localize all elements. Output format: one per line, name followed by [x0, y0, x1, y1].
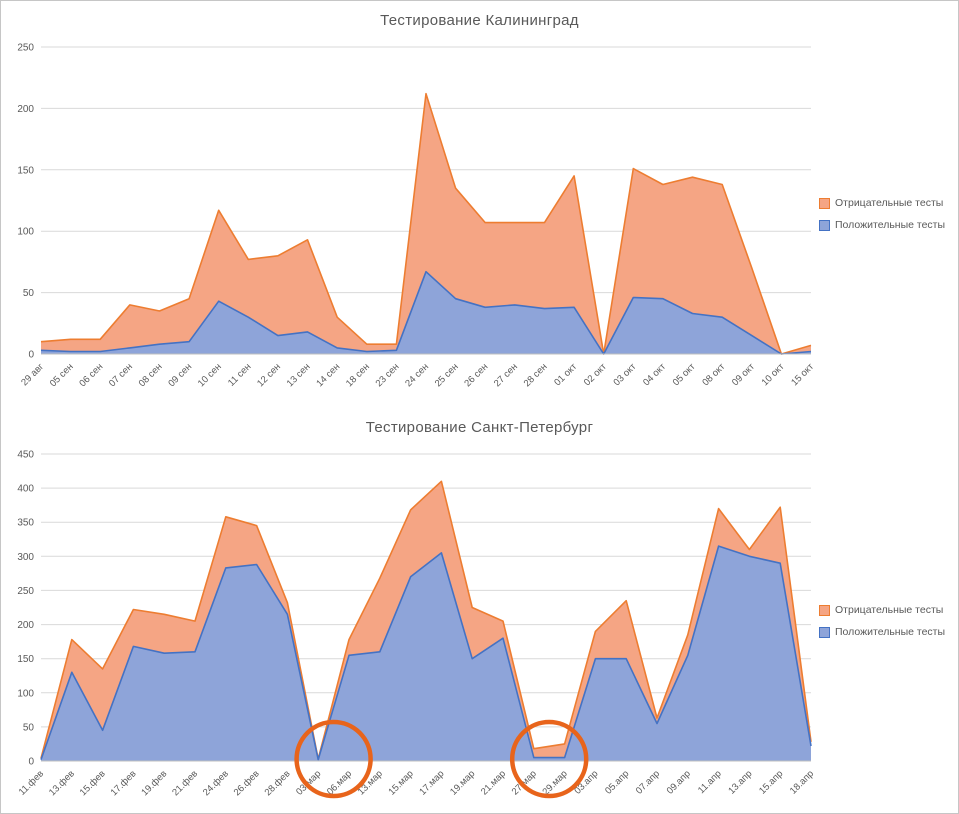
x-tick-label: 12 сен — [255, 361, 283, 389]
y-tick-label: 0 — [28, 757, 34, 768]
legend-label-positive-tests: Положительные тесты — [835, 219, 946, 231]
x-tick-label: 10 сен — [196, 361, 224, 389]
y-tick-label: 350 — [17, 518, 34, 529]
y-tick-label: 100 — [17, 688, 34, 699]
negative-tests-area-edge — [40, 92, 812, 355]
annotation-circle — [509, 719, 589, 799]
x-tick-label: 18 сен — [344, 361, 372, 389]
chart-title-kaliningrad: Тестирование Калининград — [380, 12, 579, 29]
x-tick-label: 05 окт — [671, 361, 698, 388]
x-tick-label: 23 сен — [374, 361, 402, 389]
y-tick-label: 200 — [17, 104, 34, 115]
positive-series-swatch-icon — [819, 626, 830, 638]
x-tick-label: 09.апр — [665, 768, 693, 796]
legend-label-negative-tests: Отрицательные тесты — [835, 604, 944, 616]
y-tick-label: 150 — [17, 165, 34, 176]
x-tick-label: 05.апр — [603, 768, 631, 796]
x-tick-label: 14 сен — [314, 361, 342, 389]
legend-label-positive-tests: Положительные тесты — [835, 626, 946, 638]
x-tick-label: 17.фев — [109, 768, 139, 798]
x-tick-label: 08 окт — [700, 361, 727, 388]
x-tick-label: 15.мар — [387, 768, 416, 797]
y-tick-label: 200 — [17, 620, 34, 631]
x-tick-label: 11.апр — [696, 768, 724, 796]
chart-title-saint-petersburg: Тестирование Санкт-Петербург — [365, 419, 594, 436]
positive-tests-area-edge — [40, 270, 812, 355]
legend-item-positive-tests: Положительные тесты — [819, 219, 945, 231]
x-tick-label: 04 окт — [641, 361, 668, 388]
negative-series-swatch-icon — [819, 604, 830, 616]
x-tick-label: 26.фев — [232, 768, 262, 798]
chart-panel-saint-petersburg: 0 50 100 150 200 250 300 350 400 450 11.фев 13.фев 1… — [1, 408, 958, 813]
x-tick-label: 13.апр — [726, 768, 754, 796]
x-tick-label: 15 окт — [789, 361, 816, 388]
positive-tests-area — [41, 546, 811, 761]
x-tick-label: 05 сен — [48, 361, 76, 389]
x-tick-label: 11.фев — [17, 768, 46, 797]
y-tick-label: 250 — [17, 43, 34, 54]
x-tick-label: 25 сен — [433, 361, 461, 389]
positive-tests-area — [41, 271, 811, 354]
x-tick-label: 27 сен — [492, 361, 520, 389]
y-tick-label: 150 — [17, 654, 34, 665]
x-tick-label: 10 окт — [760, 361, 787, 388]
x-tick-label: 21.мар — [479, 768, 508, 797]
legend-kaliningrad: Отрицательные тесты Положительные тесты — [819, 197, 945, 231]
y-tick-label: 50 — [23, 722, 35, 733]
y-tick-label: 0 — [28, 350, 34, 361]
x-tick-label: 07.апр — [634, 768, 662, 796]
x-tick-label: 13.фев — [47, 768, 77, 798]
legend-item-negative-tests: Отрицательные тесты — [819, 604, 945, 616]
positive-series-swatch-icon — [819, 219, 830, 231]
x-tick-label: 07 сен — [107, 361, 135, 389]
y-tick-label: 250 — [17, 586, 34, 597]
positive-tests-area-edge — [40, 545, 812, 761]
x-tick-label: 18.апр — [788, 768, 816, 796]
y-tick-label: 300 — [17, 552, 34, 563]
chart-panel-kaliningrad: 0 50 100 150 200 250 29 авг 05 сен 06 сен 07 сен 0… — [1, 1, 958, 408]
x-tick-label: 24.фев — [201, 768, 231, 798]
y-tick-label: 100 — [17, 227, 34, 238]
x-tick-label: 03 окт — [611, 361, 638, 388]
legend-item-negative-tests: Отрицательные тесты — [819, 197, 945, 209]
annotation-circle — [294, 719, 373, 799]
x-tick-label: 28 сен — [522, 361, 550, 389]
legend-item-positive-tests: Положительные тесты — [819, 626, 945, 638]
legend-label-negative-tests: Отрицательные тесты — [835, 197, 944, 209]
negative-series-swatch-icon — [819, 197, 830, 209]
x-tick-label: 19.мар — [448, 768, 477, 797]
x-tick-label: 02 окт — [582, 361, 609, 388]
x-tick-label: 01 окт — [552, 361, 579, 388]
x-tick-label: 29 авг — [19, 361, 46, 388]
x-tick-label: 19.фев — [139, 768, 169, 798]
x-tick-label: 09 сен — [166, 361, 194, 389]
negative-tests-area — [41, 93, 811, 354]
x-tick-label: 13 сен — [285, 361, 313, 389]
y-tick-label: 450 — [17, 450, 34, 461]
x-tick-label: 15.апр — [757, 768, 785, 796]
x-tick-label: 26 сен — [462, 361, 490, 389]
negative-tests-area-edge — [40, 480, 812, 760]
y-tick-label: 400 — [17, 484, 34, 495]
x-tick-label: 21.фев — [170, 768, 200, 798]
x-tick-label: 11 сен — [226, 361, 253, 388]
legend-saint-petersburg: Отрицательные тесты Положительные тесты — [819, 604, 945, 638]
x-tick-label: 24 сен — [403, 361, 431, 389]
x-tick-label: 08 сен — [137, 361, 165, 389]
x-tick-label: 17.мар — [417, 768, 446, 797]
y-tick-label: 50 — [23, 288, 35, 299]
x-tick-label: 15.фев — [78, 768, 108, 798]
x-tick-label: 09 окт — [730, 361, 757, 388]
x-tick-label: 28.фев — [263, 768, 293, 798]
x-tick-label: 06 сен — [77, 361, 105, 389]
